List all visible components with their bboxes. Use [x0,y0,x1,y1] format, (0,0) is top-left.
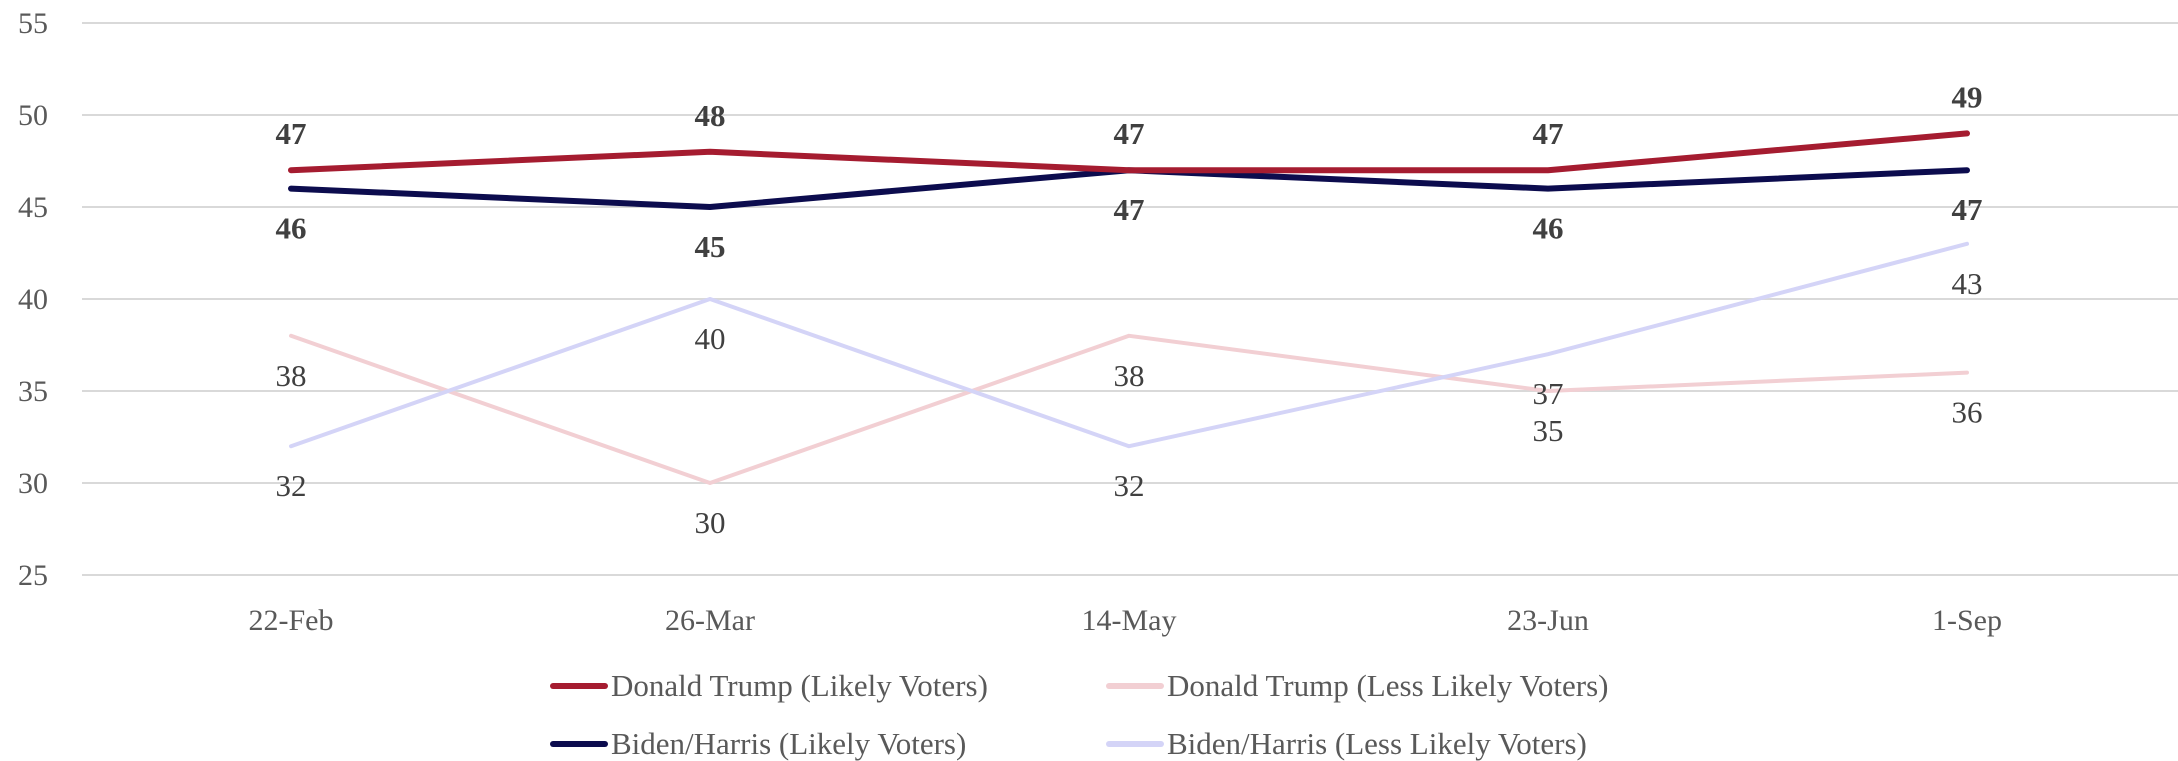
y-tick-label: 45 [18,191,48,224]
data-label: 47 [1533,116,1564,151]
data-label: 37 [1533,376,1564,411]
data-label: 47 [1114,192,1145,227]
gridlines [82,22,2178,576]
x-tick-label: 1-Sep [1932,604,2002,637]
data-label: 36 [1952,395,1983,430]
data-label: 46 [1533,211,1564,246]
legend: Donald Trump (Likely Voters) Donald Trump… [550,668,1608,761]
y-tick-label: 50 [18,99,48,132]
legend-label: Biden/Harris (Less Likely Voters) [1167,726,1587,761]
y-axis: 25 30 35 40 45 50 55 [18,7,48,592]
data-label: 32 [1114,468,1145,503]
legend-label: Donald Trump (Less Likely Voters) [1167,668,1608,703]
y-tick-label: 25 [18,559,48,592]
data-label: 49 [1952,79,1983,114]
data-label: 32 [276,468,307,503]
y-tick-label: 40 [18,283,48,316]
series-lines [288,130,1970,485]
data-label: 48 [695,98,726,133]
x-tick-label: 26-Mar [665,604,755,637]
x-tick-label: 14-May [1082,604,1177,637]
y-tick-label: 55 [18,7,48,40]
legend-label: Biden/Harris (Likely Voters) [611,726,966,761]
series-line-0 [288,130,1970,174]
series-line-3 [289,241,1969,449]
legend-item: Donald Trump (Likely Voters) [550,668,988,703]
data-label: 38 [1114,358,1145,393]
x-tick-label: 23-Jun [1507,604,1589,637]
data-label: 47 [1114,116,1145,151]
data-label: 38 [276,358,307,393]
y-tick-label: 35 [18,375,48,408]
data-label: 43 [1952,266,1983,301]
data-labels: 47 48 47 47 49 38 30 38 35 36 46 45 47 46 47 32 40 32 37 43 [276,79,1983,540]
legend-item: Biden/Harris (Less Likely Voters) [1106,726,1587,761]
data-label: 47 [276,116,307,151]
legend-label: Donald Trump (Likely Voters) [611,668,988,703]
legend-item: Biden/Harris (Likely Voters) [550,726,966,761]
series-line-1 [289,333,1969,485]
legend-item: Donald Trump (Less Likely Voters) [1106,668,1608,703]
data-label: 35 [1533,413,1564,448]
y-tick-label: 30 [18,467,48,500]
x-axis: 22-Feb 26-Mar 14-May 23-Jun 1-Sep [249,604,2003,637]
x-tick-label: 22-Feb [249,604,334,637]
data-label: 47 [1952,192,1983,227]
data-label: 40 [695,321,726,356]
data-label: 30 [695,505,726,540]
data-label: 46 [276,211,307,246]
data-label: 45 [695,229,726,264]
